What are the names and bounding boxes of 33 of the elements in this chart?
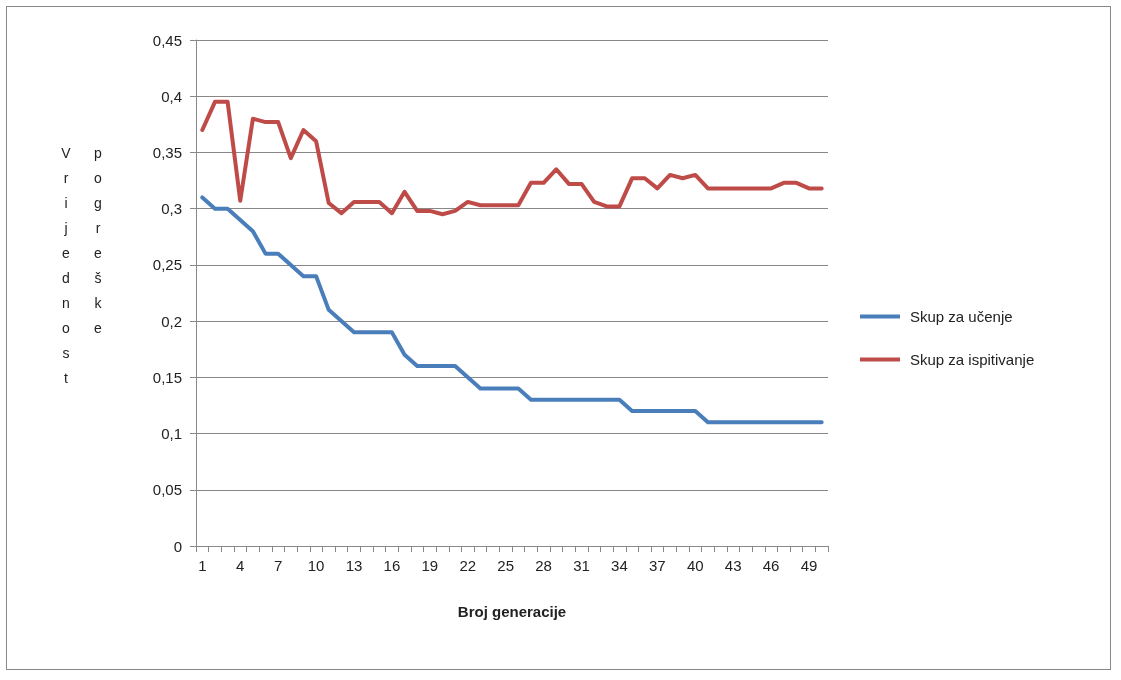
line-series — [200, 99, 824, 217]
x-tick-label: 49 — [800, 557, 818, 574]
y-tick-label: 0,15 — [152, 368, 182, 386]
x-tick-label: 31 — [573, 557, 590, 574]
x-tick-label: 7 — [273, 557, 283, 574]
y-tick-label: 0,45 — [152, 31, 182, 49]
y-tick-label: 0,35 — [152, 143, 182, 161]
x-tick-label: 1 — [198, 557, 207, 574]
x-tick-label: 46 — [762, 557, 780, 574]
x-tick-label: 22 — [459, 557, 477, 574]
x-tick-label: 10 — [307, 557, 325, 574]
x-tick-label: 37 — [649, 557, 666, 574]
x-tick-label: 34 — [611, 557, 628, 574]
x-tick-label: 4 — [236, 557, 245, 574]
y-tick-label: 0,05 — [152, 481, 182, 499]
legend-label: Skup za ispitivanje — [910, 351, 1035, 368]
x-axis-title: Broj generacije — [457, 603, 567, 620]
x-tick-label: 43 — [724, 557, 742, 574]
x-tick-label: 40 — [686, 557, 704, 574]
x-tick-label: 19 — [421, 557, 439, 574]
x-tick-label: 16 — [383, 557, 401, 574]
y-axis-title: Vrijednost pogreške — [57, 145, 107, 395]
y-tick-label: 0,4 — [161, 87, 182, 105]
x-tick-label: 13 — [345, 557, 363, 574]
y-tick-label: 0,2 — [161, 312, 182, 330]
line-series — [200, 195, 824, 425]
y-tick-label: 0 — [173, 537, 182, 555]
y-tick-label: 0,3 — [161, 200, 182, 218]
legend-label: Skup za učenje — [910, 308, 1013, 325]
y-tick-label: 0,25 — [152, 256, 182, 274]
x-tick-label: 25 — [497, 557, 515, 574]
x-tick-label: 28 — [535, 557, 552, 574]
y-tick-label: 0,1 — [161, 425, 182, 443]
